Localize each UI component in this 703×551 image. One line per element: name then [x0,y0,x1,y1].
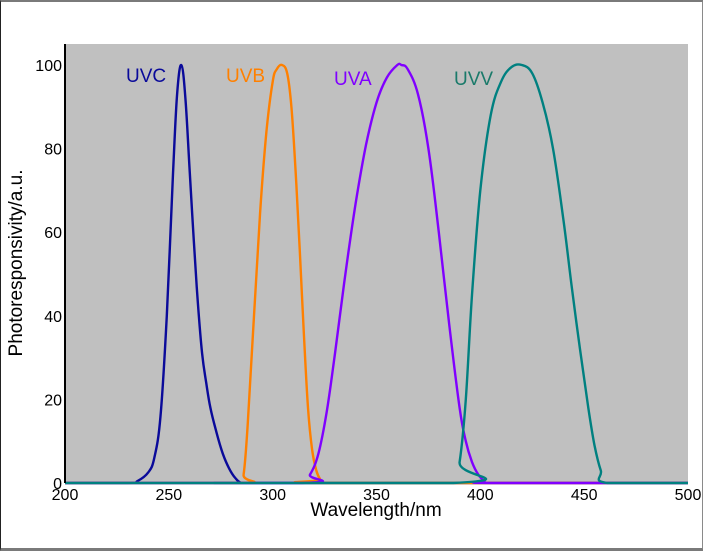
x-axis-ticks: 200 250 300 350 400 450 500 [52,487,702,504]
series-curves [64,62,688,485]
series-label-uvv: UVV [454,69,493,90]
series-label-uva: UVA [334,69,372,90]
series-line-uvv [64,63,688,485]
y-axis-ticks: 0 20 40 60 80 100 [35,58,62,493]
series-line-uvc [64,63,688,485]
y-tick-label: 40 [44,309,62,326]
x-tick-label: 250 [155,487,182,504]
x-tick-label: 350 [363,487,390,504]
series-line-uva [64,62,688,485]
y-tick-label: 20 [44,392,62,409]
x-tick-label: 200 [52,487,79,504]
y-tick-label: 60 [44,225,62,242]
y-tick-label: 0 [53,476,62,493]
x-axis-title: Wavelength/nm [310,500,441,521]
series-label-uvc: UVC [126,66,166,87]
plot-area [65,44,688,483]
series-label-uvb: UVB [226,66,265,87]
x-tick-label: 450 [571,487,598,504]
series-line-uvb [64,63,688,485]
y-tick-label: 80 [44,142,62,159]
x-tick-label: 300 [259,487,286,504]
x-tick-label: 400 [467,487,494,504]
y-axis-title: Photoresponsivity/a.u. [6,170,27,357]
y-tick-label: 100 [35,58,62,75]
x-tick-label: 500 [675,487,702,504]
